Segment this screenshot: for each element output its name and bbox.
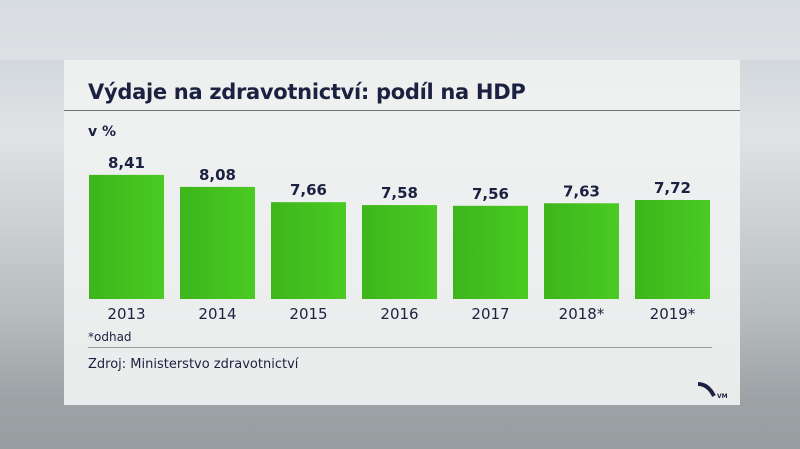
category-label: 2016 <box>380 305 418 323</box>
value-label: 7,66 <box>290 181 327 199</box>
bar-2017 <box>453 205 528 299</box>
footnote: *odhad <box>88 330 132 344</box>
footnote-divider <box>88 347 712 348</box>
bar-2018 <box>544 203 619 299</box>
svg-text:VM: VM <box>717 393 728 400</box>
value-label: 7,72 <box>654 179 691 197</box>
value-label: 7,58 <box>381 184 418 202</box>
category-label: 2015 <box>289 305 327 323</box>
value-label: 7,63 <box>563 182 600 200</box>
value-label: 7,56 <box>472 185 509 203</box>
vm-logo: VM <box>697 382 728 400</box>
background-photo <box>0 0 800 60</box>
category-label: 2014 <box>198 305 236 323</box>
category-label: 2017 <box>471 305 509 323</box>
bar-2019 <box>635 199 710 299</box>
value-label: 8,41 <box>108 154 145 172</box>
bar-2016 <box>362 205 437 299</box>
y-axis-unit: v % <box>88 124 117 140</box>
bar-2015 <box>271 202 346 299</box>
value-label: 8,08 <box>199 166 236 184</box>
title-divider <box>64 110 740 111</box>
chart-panel: Výdaje na zdravotnictví: podíl na HDP v … <box>64 60 740 405</box>
bar-2013 <box>89 174 164 299</box>
category-label: 2019* <box>650 305 696 323</box>
bar-2014 <box>180 186 255 299</box>
background-photo-lower <box>0 405 800 449</box>
source-text: Zdroj: Ministerstvo zdravotnictví <box>88 357 299 372</box>
bar-chart: 8,41 2013 8,08 2014 7,66 2015 7,58 2016 7,56 2017… <box>89 154 710 323</box>
category-label: 2018* <box>559 305 605 323</box>
category-label: 2013 <box>107 305 145 323</box>
chart-title: Výdaje na zdravotnictví: podíl na HDP <box>88 80 526 104</box>
